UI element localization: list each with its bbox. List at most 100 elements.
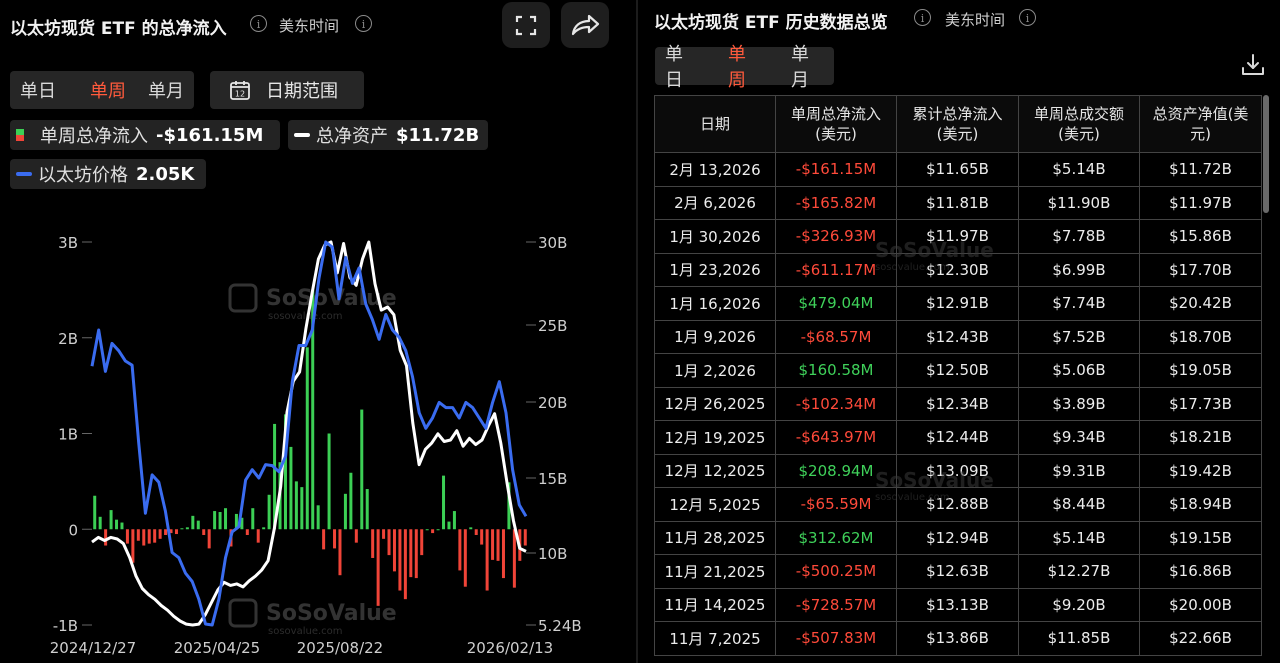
flow-bar [267,494,271,530]
table-row[interactable]: 12月 5,2025 -$65.59M $12.88B $8.44B $18.94B [654,487,1262,522]
tab-week[interactable]: 单周 [90,81,126,102]
left-axis-tick-label: 2B [58,330,78,348]
table-row[interactable]: 12月 26,2025 -$102.34M $12.34B $3.89B $17.73B [654,386,1262,421]
flow-bar [147,529,151,544]
table-cell: $20.42B [1139,286,1262,321]
table-cell: 1月 16,2026 [654,286,776,321]
right-axis-tick-label: 25B [538,317,567,335]
legend-net-assets-label: 总净资产 [316,126,388,147]
flow-bar [338,529,342,576]
flow-bar [376,529,380,606]
table-row[interactable]: 2月 6,2026 -$165.82M $11.81B $11.90B $11.97B [654,185,1262,220]
download-icon[interactable] [1240,52,1266,78]
left-axis-tick-label: -1B [53,617,78,635]
table-cell: $479.04M [775,286,897,321]
table-cell: 1月 2,2026 [654,353,776,388]
flow-chart[interactable]: 3B 2B 1B 0 -1B 30B 25B 20B 15B 10B 5.24B 2024/12/27… [0,225,636,663]
legend-net-assets[interactable]: 总净资产 $11.72B [288,120,488,150]
header-line-2: (美元) [936,125,979,143]
history-table: 日期 单周总净流入 (美元) 累计总净流入 (美元) 单周总成交额 (美元) 总资产净值(美元… [654,95,1262,656]
table-header-cell: 单周总成交额 (美元) [1018,95,1140,153]
timezone-info-icon[interactable]: i [355,15,372,32]
flow-bar [480,529,484,545]
table-cell: $18.21B [1139,420,1262,455]
table-row[interactable]: 11月 21,2025 -$500.25M $12.63B $12.27B $16.86… [654,554,1262,589]
flow-bar [131,529,135,563]
flow-bar [491,529,495,560]
table-cell: $5.14B [1018,520,1140,555]
panel-divider [636,0,638,663]
flow-bar [398,529,402,591]
flow-bar [469,527,473,530]
table-cell: 11月 28,2025 [654,520,776,555]
legend-eth-price[interactable]: 以太坊价格 2.05K [10,159,206,189]
table-row[interactable]: 12月 19,2025 -$643.97M $12.44B $9.34B $18.21B [654,420,1262,455]
flow-bar [98,516,102,530]
flow-bar [262,527,266,530]
flow-bar [109,510,113,530]
x-axis-tick-label: 2024/12/27 [50,639,136,657]
table-row[interactable]: 11月 28,2025 $312.62M $12.94B $5.14B $19.15B [654,520,1262,555]
history-timezone-info-icon[interactable]: i [1019,9,1036,26]
table-cell: $9.20B [1018,587,1140,622]
history-tab-day[interactable]: 单日 [665,44,683,91]
share-button[interactable] [561,2,609,48]
flow-bar [185,527,189,530]
table-watermark-1: SoSoValue sosovalue.com [875,238,994,273]
calendar-day: 12 [235,90,245,99]
table-cell: $11.90B [1018,185,1140,220]
flow-bar [213,511,217,530]
table-cell: $12.30B [896,252,1019,287]
table-cell: -$643.97M [775,420,897,455]
history-title: 以太坊现货 ETF 历史数据总览 [654,13,888,33]
flow-bar [234,513,238,530]
flow-bar [289,446,293,530]
table-cell: 11月 14,2025 [654,587,776,622]
table-cell: $312.62M [775,520,897,555]
flow-bar [360,409,364,530]
table-row[interactable]: 12月 12,2025 $208.94M $13.09B $9.31B $19.42B [654,453,1262,488]
header-line-1: 累计总净流入 [912,105,1003,123]
table-cell: $12.43B [896,319,1019,354]
table-scrollbar[interactable] [1263,95,1269,213]
table-row[interactable]: 1月 30,2026 -$326.93M $11.97B $7.78B $15.86B [654,219,1262,254]
legend-weekly-flow-value: -$161.15M [156,124,264,146]
history-tab-week[interactable]: 单周 [728,44,746,91]
table-row[interactable]: 1月 2,2026 $160.58M $12.50B $5.06B $19.05B [654,353,1262,388]
legend-weekly-flow[interactable]: 单周总净流入 -$161.15M [10,120,280,150]
table-cell: $11.97B [896,219,1019,254]
table-row[interactable]: 11月 7,2025 -$507.83M $13.86B $11.85B $22.66B [654,621,1262,656]
chart-watermark-text: SoSoValue [266,286,397,311]
header-line-1: 单周总净流入 [790,105,881,123]
table-cell: 11月 21,2025 [654,554,776,589]
tab-day[interactable]: 单日 [20,81,56,102]
table-cell: 12月 12,2025 [654,453,776,488]
history-info-icon[interactable]: i [914,9,931,26]
tab-month[interactable]: 单月 [148,81,184,102]
table-cell: $13.86B [896,621,1019,656]
fullscreen-button[interactable] [502,2,550,48]
table-row[interactable]: 1月 16,2026 $479.04M $12.91B $7.74B $20.42B [654,286,1262,321]
legend-net-assets-value: $11.72B [396,124,480,146]
table-cell: $9.34B [1018,420,1140,455]
flow-bar [207,529,211,549]
table-cell: $16.86B [1139,554,1262,589]
table-cell: $12.91B [896,286,1019,321]
chart-watermark-url: sosovalue.com [268,626,343,637]
header-line-1: 单周总成交额 [1033,105,1124,123]
table-row[interactable]: 2月 13,2026 -$161.15M $11.65B $5.14B $11.72B [654,152,1262,187]
table-row[interactable]: 11月 14,2025 -$728.57M $13.13B $9.20B $20.00B [654,587,1262,622]
flow-bar [501,529,505,579]
flow-bar [409,529,413,578]
table-cell: -$500.25M [775,554,897,589]
flow-bar [349,472,353,530]
history-timezone-label: 美东时间 [945,11,1006,29]
history-tab-month[interactable]: 单月 [791,44,809,91]
x-axis-tick-label: 2025/08/22 [297,639,383,657]
wm-url-2: sosovalue.com [875,492,950,503]
date-range-button[interactable]: 12 日期范围 [210,71,364,109]
table-row[interactable]: 1月 9,2026 -$68.57M $12.43B $7.52B $18.70B [654,319,1262,354]
table-row[interactable]: 1月 23,2026 -$611.17M $12.30B $6.99B $17.70B [654,252,1262,287]
left-axis-tick-label: 0 [68,521,78,539]
info-icon[interactable]: i [250,15,267,32]
